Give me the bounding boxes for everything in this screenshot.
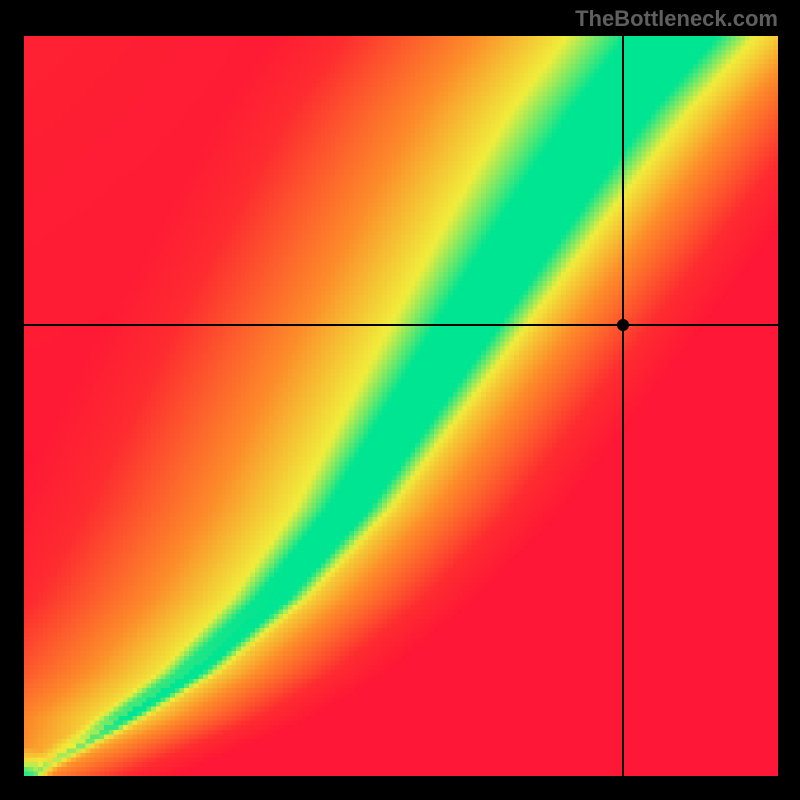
marker-dot xyxy=(617,319,629,331)
chart-container: TheBottleneck.com xyxy=(0,0,800,800)
heatmap-plot-area xyxy=(24,36,778,776)
crosshair-vertical xyxy=(622,36,624,776)
heatmap-canvas xyxy=(24,36,778,776)
watermark-text: TheBottleneck.com xyxy=(575,6,778,32)
crosshair-horizontal xyxy=(24,324,778,326)
